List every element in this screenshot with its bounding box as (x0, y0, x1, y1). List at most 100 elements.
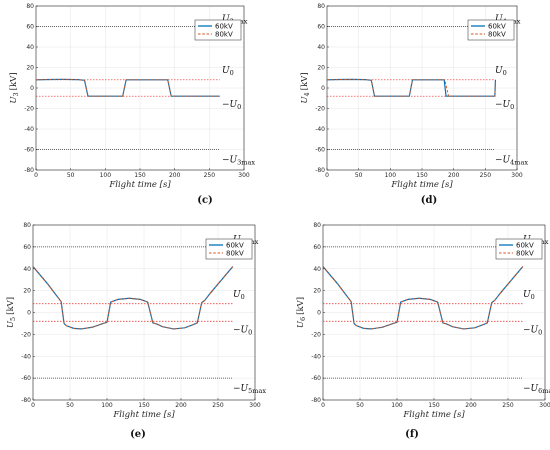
y-tick-label: -40 (311, 353, 321, 360)
neg-u0-label: −U0 (523, 325, 542, 336)
y-tick-label: 0 (30, 85, 34, 92)
legend-box (467, 19, 515, 41)
series-line-80kv (326, 78, 496, 97)
y-tick-label: 20 (23, 288, 31, 295)
y-tick-label: 80 (313, 222, 321, 229)
legend-label-60kv: 60kV (226, 242, 244, 250)
legend-label-80kv: 80kV (226, 250, 244, 258)
x-tick-label: 100 (100, 172, 112, 179)
chart-panel-c: 0 50 100 150 200 250 300-80-60-40-20020406080U… (9, 3, 255, 206)
y-tick-label: 60 (313, 244, 321, 251)
neg-u0-label: −U0 (233, 325, 252, 336)
legend-label-80kv: 80kV (215, 31, 233, 39)
legend-box (194, 19, 242, 41)
y-axis-label-unit: [kV] (9, 72, 19, 90)
x-axis-label: Flight time [s] (112, 410, 175, 420)
x-tick-label: 300 (511, 172, 523, 179)
x-axis-label: Flight time [s] (108, 180, 171, 190)
y-axis-label-subscript: 3 (12, 92, 20, 96)
series-line-60kv (322, 266, 524, 330)
panel-label: (f) (405, 429, 419, 440)
y-tick-label: 0 (321, 85, 325, 92)
x-tick-label: 200 (169, 172, 181, 179)
x-tick-label: 250 (204, 172, 216, 179)
y-tick-label: 80 (317, 3, 325, 10)
y-axis-label-main: U (9, 96, 19, 104)
legend-box (205, 238, 253, 260)
neg-umax-label-subscript: 4max (510, 159, 528, 167)
u0-label-main: U (233, 290, 241, 300)
umax-label-main: U (495, 15, 503, 25)
legend-label-60kv: 60kV (488, 23, 506, 31)
y-tick-label: -60 (24, 147, 34, 154)
y-tick-label: -80 (311, 397, 321, 404)
legend-label-80kv: 80kV (516, 250, 534, 258)
series-line-80kv (322, 266, 524, 330)
y-tick-label: 40 (313, 266, 321, 273)
x-tick-label: 150 (134, 172, 146, 179)
y-tick-label: -40 (24, 126, 34, 133)
y-tick-label: -20 (24, 106, 34, 113)
x-tick-label: 300 (539, 402, 550, 409)
legend-label-80kv: 80kV (488, 31, 506, 39)
neg-umax-label-subscript: 3max (237, 159, 255, 167)
chart-panel-e: 0 50 100 150 200 250 300-80-60-40-20020406080U… (6, 222, 266, 440)
neg-u0-label: −U0 (222, 100, 241, 111)
series-line-80kv (32, 266, 234, 330)
y-tick-label: -80 (315, 167, 325, 174)
legend-label-60kv: 60kV (516, 242, 534, 250)
y-tick-label: 80 (26, 3, 34, 10)
x-axis-label: Flight time [s] (402, 410, 465, 420)
neg-umax-label-main: −U (523, 384, 539, 394)
x-tick-label: 100 (101, 402, 113, 409)
neg-u0-label-subscript: 0 (248, 328, 252, 336)
x-tick-label: 300 (249, 402, 261, 409)
u0-label: U0 (233, 290, 245, 301)
y-tick-label: 60 (23, 244, 31, 251)
y-tick-label: 60 (317, 24, 325, 31)
legend-box (495, 238, 543, 260)
x-tick-label: 0 (34, 172, 38, 179)
y-tick-label: -80 (21, 397, 31, 404)
neg-u0-label-main: −U (495, 100, 511, 110)
y-axis-label-unit: [kV] (296, 297, 306, 315)
y-tick-label: -80 (24, 167, 34, 174)
x-tick-label: 200 (448, 172, 460, 179)
neg-u0-label-subscript: 0 (237, 103, 241, 111)
u0-label-main: U (222, 66, 230, 76)
u0-label-subscript: 0 (503, 69, 507, 77)
neg-u0-label-main: −U (233, 325, 249, 335)
x-tick-label: 200 (465, 402, 477, 409)
chart-panel-d: 0 50 100 150 200 250 300-80-60-40-20020406080U… (300, 3, 528, 206)
u0-label: U0 (523, 290, 535, 301)
neg-umax-label: −U3max (222, 156, 255, 167)
y-axis-label-subscript: 5 (9, 317, 17, 321)
neg-umax-label-subscript: 6max (538, 387, 550, 395)
x-tick-label: 50 (66, 402, 74, 409)
y-tick-label: 0 (27, 310, 31, 317)
x-tick-label: 150 (416, 172, 428, 179)
y-tick-label: -60 (311, 375, 321, 382)
x-tick-label: 150 (138, 402, 150, 409)
y-tick-label: 20 (26, 65, 34, 72)
y-tick-label: 0 (317, 310, 321, 317)
y-tick-label: 20 (313, 288, 321, 295)
y-tick-label: 40 (317, 44, 325, 51)
u0-label-main: U (495, 66, 503, 76)
neg-umax-label: −U5max (233, 384, 266, 395)
y-tick-label: -60 (21, 375, 31, 382)
x-tick-label: 0 (325, 172, 329, 179)
y-axis-label-main: U (6, 320, 16, 328)
chart-panel-f: 0 50 100 150 200 250 300-80-60-40-20020406080U… (296, 222, 550, 440)
panel-label: (e) (130, 429, 146, 440)
y-axis-label-unit: [kV] (300, 72, 310, 90)
x-tick-label: 250 (480, 172, 492, 179)
x-tick-label: 250 (212, 402, 224, 409)
neg-umax-label-main: −U (495, 156, 511, 166)
u0-label-subscript: 0 (531, 293, 535, 301)
neg-u0-label-main: −U (523, 325, 539, 335)
x-tick-label: 100 (391, 402, 403, 409)
series-line-60kv (32, 266, 234, 330)
x-tick-label: 50 (67, 172, 75, 179)
